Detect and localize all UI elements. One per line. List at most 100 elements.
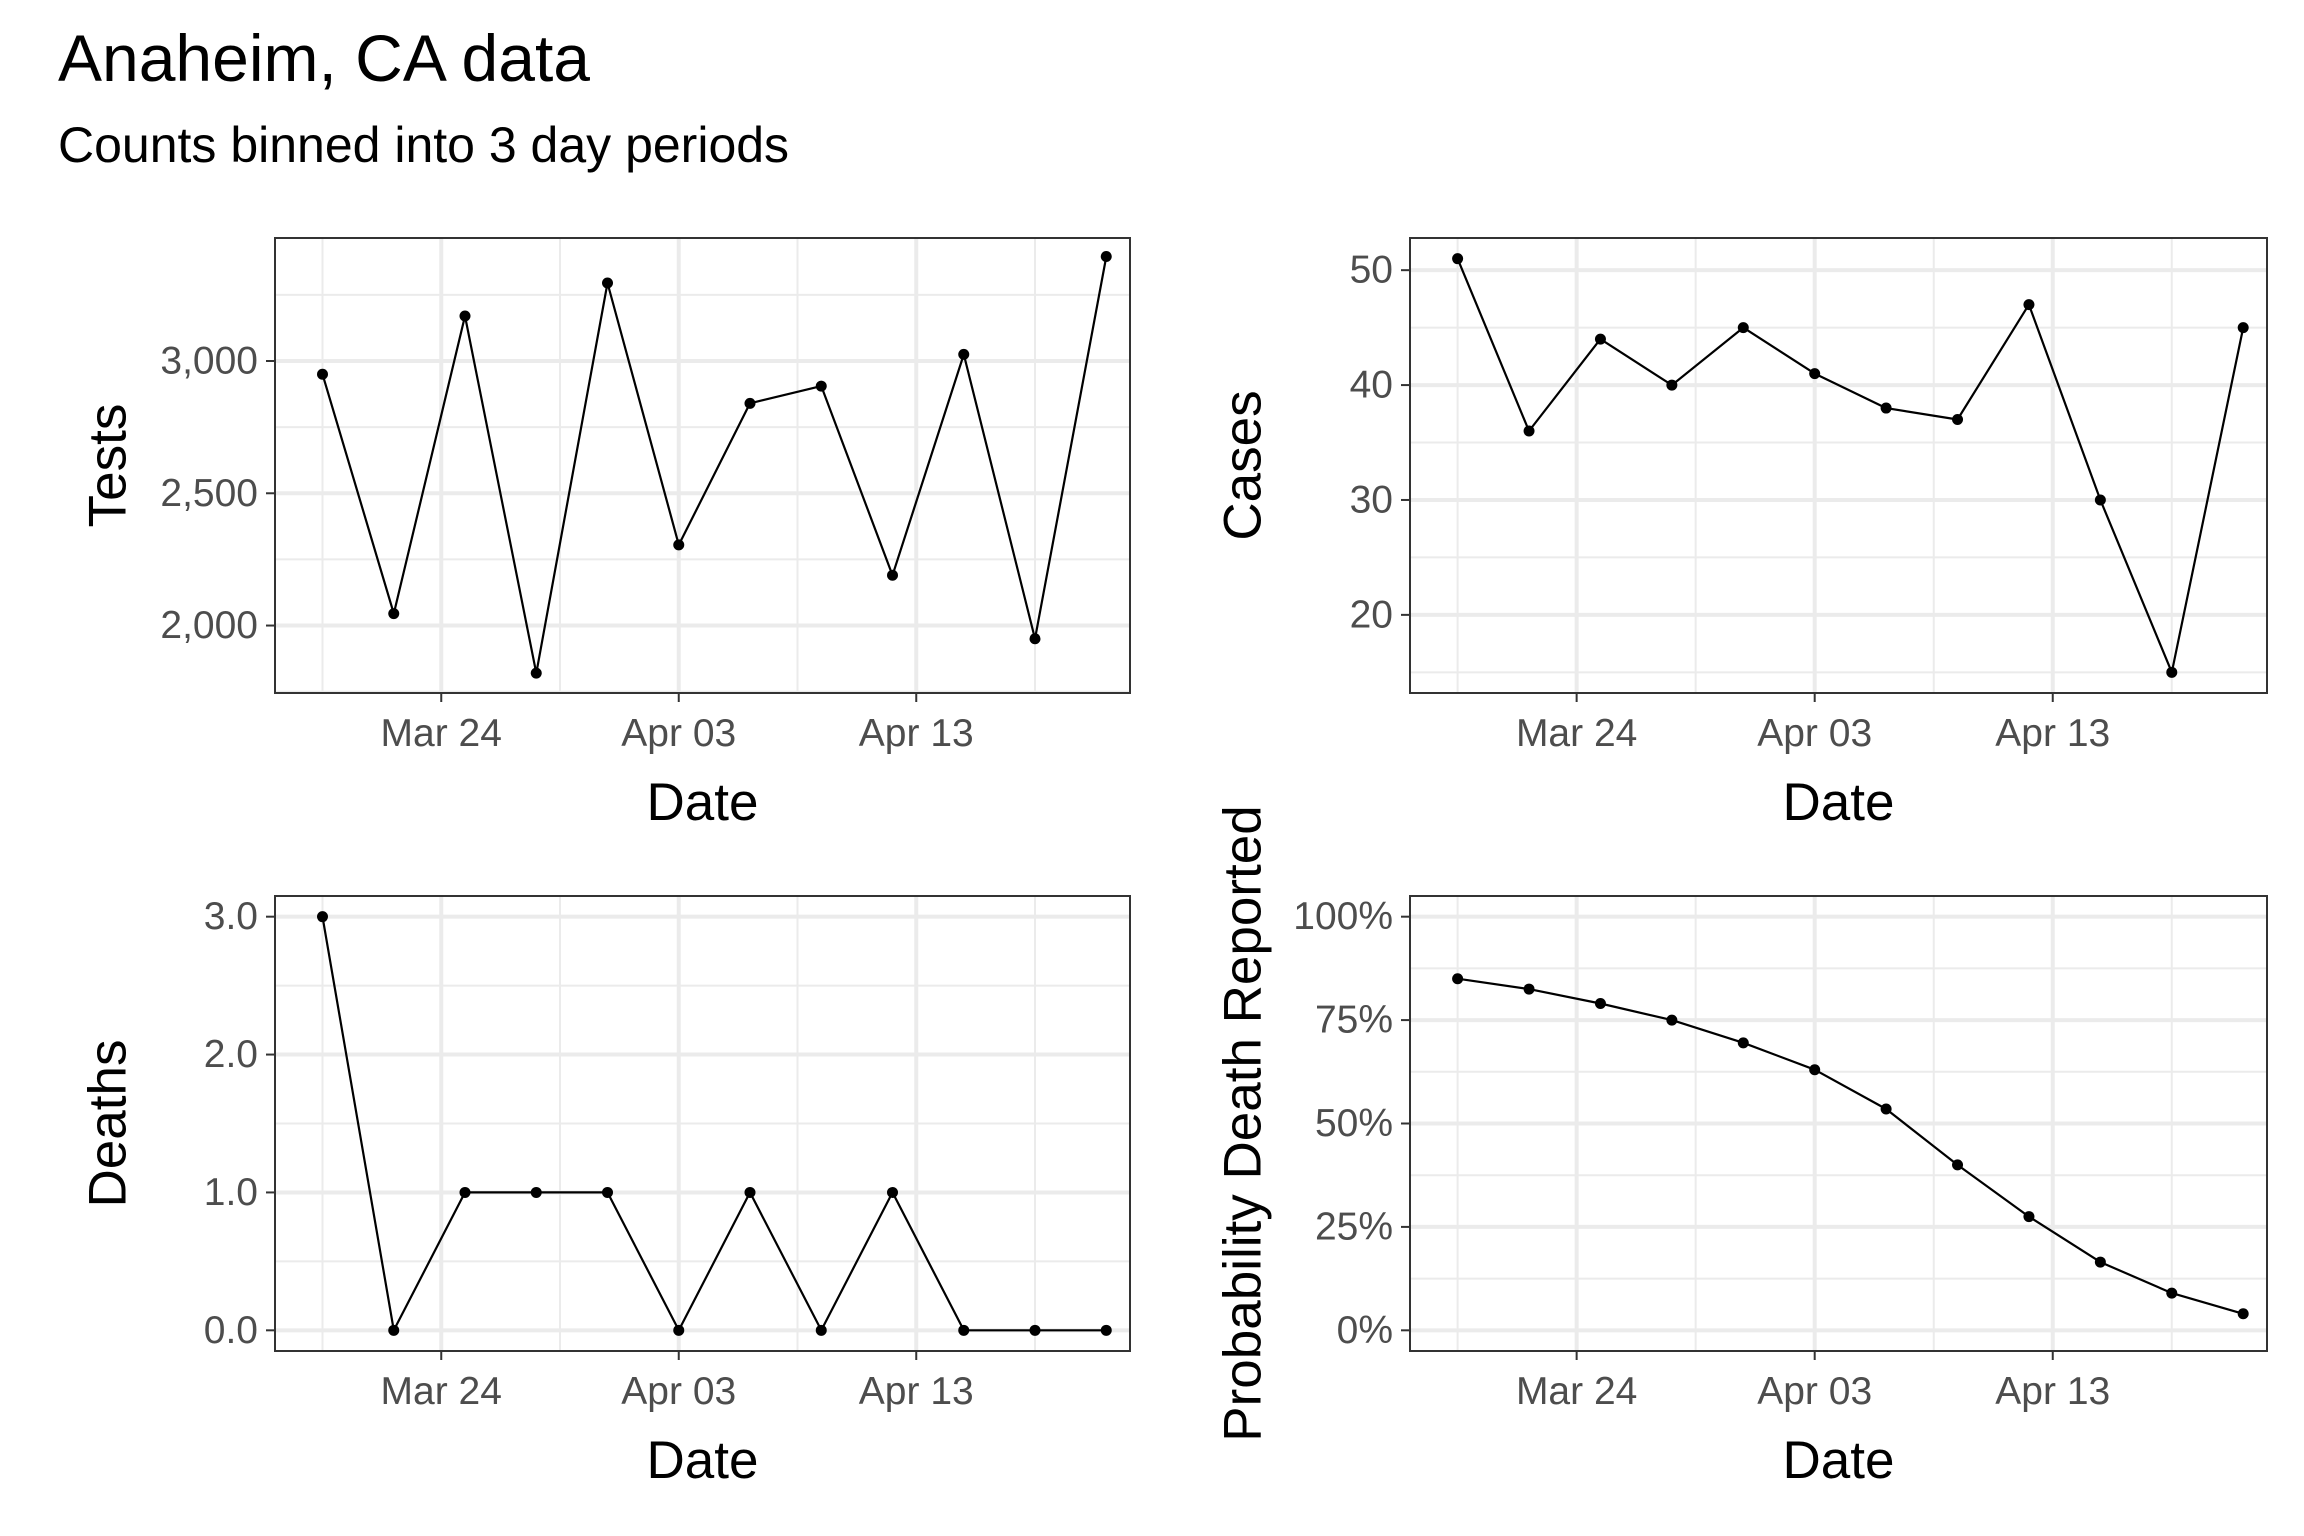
x-tick-label: Apr 13: [859, 712, 974, 755]
x-tick-label: Mar 24: [1516, 1370, 1637, 1413]
data-point: [2237, 1308, 2249, 1320]
data-point: [1737, 322, 1749, 334]
data-point: [2023, 1211, 2035, 1223]
data-point: [815, 380, 827, 392]
data-point: [1594, 998, 1606, 1010]
panel-border: [1409, 237, 2268, 694]
series-line-probability: [1457, 977, 2244, 1315]
y-tick-label: 0.0: [204, 1309, 258, 1352]
y-tick-label: 20: [1350, 593, 1393, 636]
data-point: [1666, 1014, 1678, 1026]
y-tick-label: 40: [1350, 364, 1393, 407]
page-subtitle: Counts binned into 3 day periods: [58, 117, 790, 173]
x-axis-title: Date: [647, 773, 759, 832]
data-point: [1452, 253, 1464, 265]
y-tick-label: 3,000: [160, 340, 258, 383]
panel-border: [274, 237, 1131, 694]
x-tick-label: Apr 03: [621, 1370, 736, 1413]
x-tick-label: Mar 24: [381, 712, 502, 755]
data-point: [887, 1186, 898, 1198]
page-title: Anaheim, CA data: [58, 21, 590, 95]
y-tick-label: 75%: [1315, 999, 1393, 1042]
data-point: [1880, 402, 1892, 414]
data-point: [388, 1324, 400, 1336]
y-axis-title: Cases: [1214, 390, 1273, 540]
data-point: [1952, 414, 1964, 426]
data-point: [1809, 368, 1821, 380]
data-point: [2023, 299, 2035, 311]
data-point: [1029, 1324, 1041, 1336]
data-point: [2094, 494, 2106, 506]
y-tick-label: 0%: [1337, 1309, 1393, 1352]
data-point: [1594, 333, 1606, 345]
data-point: [2166, 666, 2178, 678]
data-point: [317, 368, 328, 380]
data-point: [673, 539, 685, 551]
data-point: [673, 1324, 685, 1336]
y-tick-label: 3.0: [204, 895, 258, 938]
y-axis-title: Probability Death Reported: [1214, 805, 1273, 1441]
data-point: [388, 608, 400, 620]
data-point: [2237, 322, 2249, 334]
panel-background: [275, 238, 1130, 693]
x-axis-title: Date: [647, 1431, 759, 1490]
panel-background: [1410, 238, 2267, 693]
data-point: [744, 397, 756, 409]
data-point: [1100, 251, 1112, 263]
data-point: [602, 1186, 613, 1198]
data-point: [459, 310, 471, 322]
x-tick-label: Apr 03: [621, 712, 736, 755]
series-line-cases: [1456, 258, 2245, 674]
data-point: [2094, 1256, 2106, 1268]
y-tick-label: 2.0: [204, 1033, 258, 1076]
x-tick-label: Mar 24: [1516, 712, 1637, 755]
series-line-tests: [321, 256, 1108, 675]
x-axis-title: Date: [1783, 773, 1895, 832]
data-point: [317, 911, 328, 923]
data-point: [815, 1324, 827, 1336]
data-point: [1809, 1064, 1821, 1076]
chart-panel-tests: 2,000 2,500 3,000 Mar 24 Apr 03 Apr 13 Date Tes…: [79, 237, 1131, 832]
y-tick-label: 2,000: [160, 604, 258, 647]
y-tick-label: 30: [1350, 478, 1393, 521]
data-point: [1523, 425, 1535, 437]
y-tick-label: 50%: [1315, 1102, 1393, 1145]
x-tick-label: Mar 24: [381, 1370, 502, 1413]
x-tick-label: Apr 13: [859, 1370, 974, 1413]
panel-border: [274, 895, 1131, 1352]
data-point: [1880, 1103, 1892, 1115]
chart-panel-deaths: 0.0 1.0 2.0 3.0 Mar 24 Apr 03 Apr 13 Date Deaths: [79, 895, 1131, 1490]
series-line-deaths: [321, 916, 1107, 1332]
data-point: [1452, 973, 1464, 985]
data-point: [530, 1186, 542, 1198]
y-axis-title: Tests: [79, 404, 138, 528]
data-point: [1737, 1037, 1749, 1049]
y-tick-label: 25%: [1315, 1205, 1393, 1248]
data-point: [958, 1324, 970, 1336]
data-point: [459, 1186, 471, 1198]
data-point: [530, 667, 542, 679]
data-point: [744, 1186, 756, 1198]
data-point: [1029, 633, 1041, 645]
y-tick-label: 2,500: [160, 472, 258, 515]
data-point: [1523, 983, 1535, 995]
data-point: [2166, 1287, 2178, 1299]
data-point: [1666, 379, 1678, 391]
data-point: [1100, 1324, 1112, 1336]
data-point: [887, 569, 898, 581]
chart-panel-cases: 20 30 40 50 Mar 24 Apr 03 Apr 13 Date Cases: [1214, 237, 2268, 832]
x-axis-title: Date: [1783, 1431, 1895, 1490]
x-tick-label: Apr 03: [1757, 712, 1872, 755]
data-point: [602, 277, 613, 289]
y-tick-label: 50: [1350, 249, 1393, 292]
data-point: [958, 348, 970, 360]
chart-panel-probability: 0% 25% 50% 75% 100% Mar 24 Apr 03 Apr 13 Date Pro…: [1214, 805, 2268, 1490]
y-axis-title: Deaths: [79, 1040, 138, 1208]
x-tick-label: Apr 03: [1757, 1370, 1872, 1413]
y-tick-label: 1.0: [204, 1171, 258, 1214]
x-tick-label: Apr 13: [1995, 712, 2110, 755]
data-point: [1952, 1159, 1964, 1171]
x-tick-label: Apr 13: [1995, 1370, 2110, 1413]
y-tick-label: 100%: [1293, 895, 1393, 938]
